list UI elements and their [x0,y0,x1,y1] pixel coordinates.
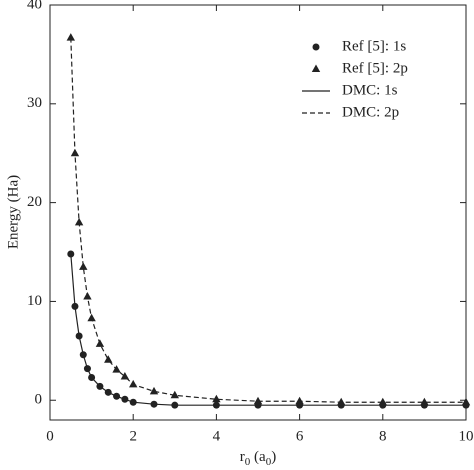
y-tick-label: 30 [27,95,42,111]
series-line [70,253,466,406]
legend-swatch [311,64,321,72]
point [420,397,429,406]
point [170,390,179,399]
y-tick-label: 20 [27,194,42,210]
x-tick-label: 10 [459,428,474,444]
legend-swatch [312,43,320,51]
point [378,397,387,406]
point [461,397,471,406]
series-line [70,37,466,403]
plot-frame [49,4,467,421]
y-axis-label: Energy (Ha) [5,175,21,249]
x-tick-label: 0 [46,428,54,444]
point [149,386,159,395]
point [253,396,263,405]
point [104,355,113,363]
x-axis-label: r0 (a0) [240,449,276,467]
y-tick-label: 0 [35,392,43,408]
y-tick-label: 10 [27,293,42,309]
point [120,372,130,380]
legend-label: Ref [5]: 2p [342,60,408,76]
legend-label: Ref [5]: 1s [342,38,406,54]
legend-label: DMC: 1s [342,82,398,98]
point [337,397,346,406]
x-tick-label: 4 [213,428,221,444]
point [66,33,75,41]
legend-label: DMC: 2p [342,104,399,120]
point [295,396,304,405]
point [212,394,221,403]
x-tick-label: 6 [296,428,304,444]
y-tick-label: 40 [27,0,42,12]
x-tick-label: 8 [379,428,387,444]
x-tick-label: 2 [129,428,137,444]
